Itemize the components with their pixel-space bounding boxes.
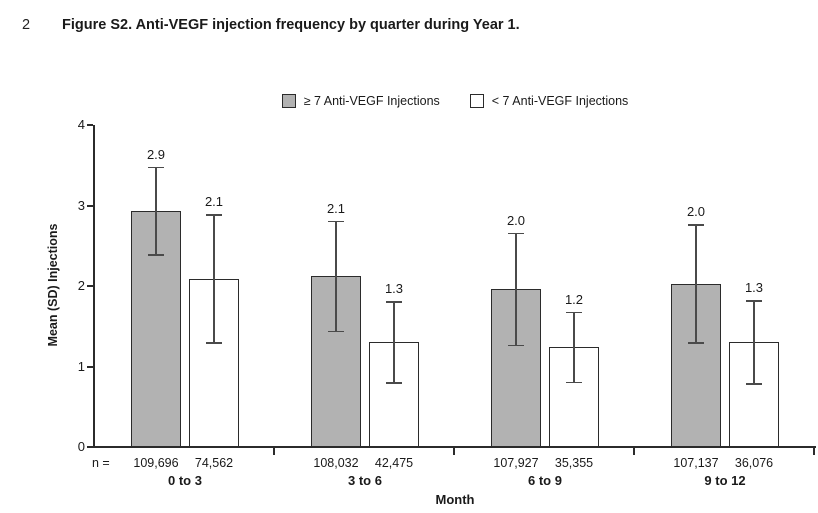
legend-item-lt7: < 7 Anti-VEGF Injections — [469, 94, 629, 108]
error-bar-cap — [566, 381, 582, 384]
y-tick — [87, 446, 93, 448]
group-tick — [273, 448, 275, 455]
y-axis-line — [93, 125, 95, 448]
error-bar — [393, 301, 395, 384]
y-tick — [87, 124, 93, 126]
y-tick-label: 1 — [77, 358, 85, 374]
y-axis-title: Mean (SD) Injections — [46, 223, 60, 347]
n-label: 107,927 — [493, 456, 539, 470]
n-label: 109,696 — [133, 456, 179, 470]
error-bar — [213, 214, 215, 344]
error-bar-cap — [328, 330, 344, 333]
error-bar-cap — [386, 382, 402, 384]
legend-label-ge7: ≥ 7 Anti-VEGF Injections — [303, 94, 440, 108]
value-label: 2.1 — [204, 194, 224, 210]
figure-title: Figure S2. Anti-VEGF injection frequency… — [62, 17, 520, 33]
x-category-label: 0 to 3 — [168, 473, 202, 488]
error-bar-cap — [206, 214, 222, 216]
error-bar — [515, 232, 517, 346]
group-tick — [633, 448, 635, 455]
error-bar-cap — [508, 344, 524, 347]
error-bar — [335, 220, 337, 332]
group-tick — [453, 448, 455, 455]
value-label: 1.3 — [744, 280, 764, 296]
error-bar-cap — [206, 342, 222, 344]
chart-legend: ≥ 7 Anti-VEGF Injections < 7 Anti-VEGF I… — [95, 94, 815, 108]
y-tick-label: 3 — [77, 197, 85, 213]
error-bar-cap — [746, 300, 762, 302]
value-label: 2.9 — [146, 146, 166, 162]
value-label: 1.2 — [564, 291, 584, 307]
error-bar-cap — [746, 383, 762, 385]
legend-label-lt7: < 7 Anti-VEGF Injections — [491, 94, 629, 108]
error-bar — [573, 311, 575, 383]
error-bar-cap — [566, 311, 582, 314]
x-category-label: 3 to 6 — [348, 473, 382, 488]
n-label: 107,137 — [673, 456, 719, 470]
y-tick-label: 4 — [77, 117, 85, 132]
value-label: 2.0 — [506, 212, 526, 228]
legend-item-ge7: ≥ 7 Anti-VEGF Injections — [281, 94, 440, 108]
y-tick — [87, 365, 93, 368]
error-bar-cap — [688, 224, 704, 226]
y-tick-label: 2 — [77, 278, 85, 293]
line-number: 2 — [22, 17, 31, 33]
n-label: 74,562 — [194, 456, 234, 470]
value-label: 2.0 — [686, 204, 706, 219]
error-bar-cap — [508, 232, 524, 235]
error-bar-cap — [148, 166, 164, 169]
error-bar — [155, 166, 157, 256]
n-label: 108,032 — [313, 456, 359, 470]
y-tick — [87, 285, 93, 287]
n-label: 35,355 — [554, 456, 594, 470]
error-bar-cap — [688, 342, 704, 344]
x-category-label: 6 to 9 — [528, 473, 562, 488]
x-axis-title: Month — [435, 492, 475, 507]
n-equals-label: n = — [92, 456, 110, 470]
legend-swatch-white-icon — [469, 94, 484, 108]
error-bar — [753, 300, 755, 385]
y-tick-label: 0 — [77, 439, 85, 454]
value-label: 2.1 — [326, 200, 346, 216]
error-bar — [695, 224, 697, 344]
n-label: 36,076 — [734, 456, 774, 470]
n-label: 42,475 — [374, 456, 414, 470]
value-label: 1.3 — [384, 281, 404, 297]
x-category-label: 9 to 12 — [704, 473, 746, 488]
error-bar-cap — [148, 254, 164, 256]
x-axis-line — [93, 446, 816, 448]
error-bar-cap — [328, 220, 344, 223]
y-tick — [87, 204, 93, 207]
group-tick — [813, 448, 815, 455]
legend-swatch-gray-icon — [281, 94, 296, 108]
error-bar-cap — [386, 301, 402, 303]
